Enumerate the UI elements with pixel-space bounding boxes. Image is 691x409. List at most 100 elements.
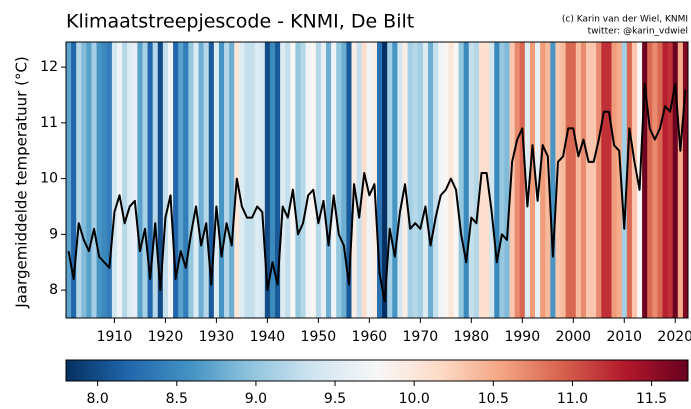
- stripe: [489, 42, 495, 318]
- stripe: [290, 42, 296, 318]
- stripe: [346, 42, 352, 318]
- stripe: [315, 42, 322, 318]
- stripe: [458, 42, 465, 318]
- stripe: [550, 42, 556, 318]
- stripe: [269, 42, 276, 318]
- stripe: [611, 42, 618, 318]
- stripe: [412, 42, 419, 318]
- stripe: [208, 42, 215, 318]
- stripe: [167, 42, 174, 318]
- stripe: [122, 42, 128, 318]
- stripe: [111, 42, 118, 318]
- x-tick-label: 1910: [97, 329, 133, 345]
- stripe: [540, 42, 546, 318]
- x-tick-label: 1970: [403, 329, 439, 345]
- stripe: [463, 42, 470, 318]
- stripe: [157, 42, 164, 318]
- stripe: [616, 42, 623, 318]
- colorbar-tick-label: 10.5: [478, 391, 509, 407]
- stripe: [366, 42, 373, 318]
- stripe: [443, 42, 449, 318]
- stripe: [580, 42, 587, 318]
- chart-title: Klimaatstreepjescode - KNMI, De Bilt: [66, 11, 414, 33]
- stripe: [601, 42, 607, 318]
- stripe: [183, 42, 189, 318]
- stripe: [377, 42, 383, 318]
- x-tick-label: 2020: [657, 329, 691, 345]
- y-tick-label: 11: [40, 115, 58, 131]
- stripe: [331, 42, 337, 318]
- stripe: [504, 42, 510, 318]
- stripe: [596, 42, 602, 318]
- stripe: [239, 42, 245, 318]
- x-tick-label: 1920: [148, 329, 184, 345]
- stripe: [162, 42, 169, 318]
- stripe: [509, 42, 516, 318]
- stripe: [152, 42, 159, 318]
- y-tick-label: 10: [40, 171, 58, 187]
- stripe: [254, 42, 261, 318]
- x-tick-label: 1930: [199, 329, 235, 345]
- stripe: [142, 42, 148, 318]
- x-tick-label: 2010: [606, 329, 642, 345]
- stripe: [305, 42, 312, 318]
- stripe: [203, 42, 210, 318]
- stripe: [427, 42, 434, 318]
- stripe: [392, 42, 398, 318]
- stripe: [519, 42, 526, 318]
- stripe: [371, 42, 378, 318]
- stripe: [570, 42, 577, 318]
- stripe: [524, 42, 531, 318]
- stripe: [662, 42, 669, 318]
- x-tick-label: 1960: [352, 329, 388, 345]
- stripe: [81, 42, 87, 318]
- stripe: [555, 42, 561, 318]
- temperature-line: [67, 82, 687, 303]
- stripe: [320, 42, 327, 318]
- stripe: [468, 42, 475, 318]
- stripe: [356, 42, 363, 318]
- stripe: [626, 42, 633, 318]
- stripe: [575, 42, 582, 318]
- stripe: [229, 42, 235, 318]
- stripe: [642, 42, 648, 318]
- stripe: [631, 42, 638, 318]
- stripe: [499, 42, 505, 318]
- colorbar-tick-label: 8.5: [166, 391, 188, 407]
- stripe: [336, 42, 342, 318]
- stripe: [213, 42, 220, 318]
- stripe: [667, 42, 674, 318]
- stripe: [591, 42, 597, 318]
- y-tick-label: 8: [49, 282, 58, 298]
- stripe: [224, 42, 230, 318]
- x-tick-label: 1950: [301, 329, 337, 345]
- stripe: [382, 42, 388, 318]
- stripe: [535, 42, 541, 318]
- stripe: [137, 42, 143, 318]
- stripe: [96, 42, 103, 318]
- stripe: [652, 42, 658, 318]
- stripe: [295, 42, 301, 318]
- stripe: [101, 42, 108, 318]
- stripe: [438, 42, 444, 318]
- stripe: [178, 42, 184, 318]
- stripe: [310, 42, 317, 318]
- x-tick-label: 1940: [250, 329, 286, 345]
- plot-frame: [65, 41, 689, 319]
- stripe: [218, 42, 225, 318]
- colorbar-tick-label: 9.5: [324, 391, 346, 407]
- stripe: [127, 42, 133, 318]
- stripe: [606, 42, 612, 318]
- stripe: [560, 42, 567, 318]
- stripe: [545, 42, 551, 318]
- stripe: [132, 42, 138, 318]
- stripe: [387, 42, 393, 318]
- stripe: [565, 42, 572, 318]
- stripe: [76, 42, 82, 318]
- stripe: [300, 42, 307, 318]
- colorbar: [65, 359, 689, 382]
- stripe: [341, 42, 347, 318]
- colorbar-tick-label: 11.5: [636, 391, 667, 407]
- colorbar-tick-label: 10.0: [399, 391, 430, 407]
